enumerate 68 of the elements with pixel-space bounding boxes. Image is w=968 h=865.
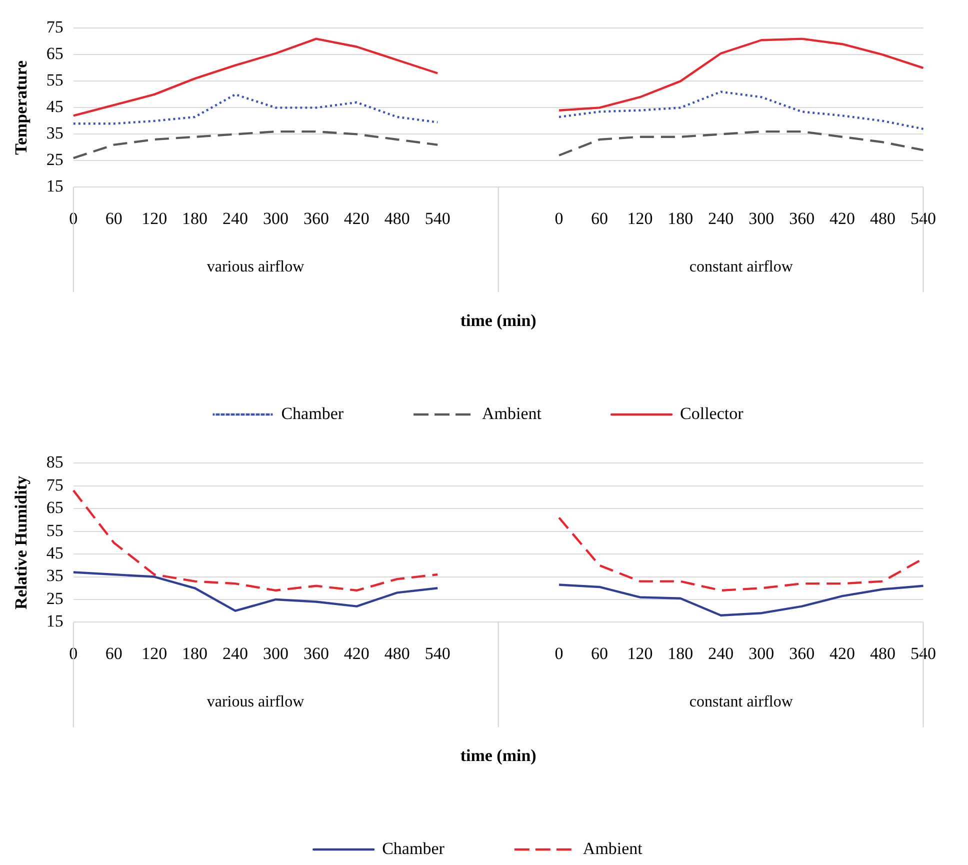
x-axis-title: time (min): [460, 311, 536, 330]
x-tick-label: 60: [105, 208, 122, 228]
legend-label: Ambient: [482, 404, 542, 423]
text: constant airflow: [689, 693, 794, 710]
legend-label: Ambient: [582, 838, 643, 858]
legend-label: Chamber: [281, 404, 344, 423]
x-tick-label: 300: [262, 208, 288, 228]
y-tick-label: 35: [46, 124, 64, 143]
y-tick-label: 55: [46, 70, 64, 90]
legend-label: Collector: [680, 404, 744, 423]
x-tick-label: 240: [222, 208, 248, 228]
y-tick-label: 65: [46, 498, 64, 518]
text: constant airflow: [689, 258, 794, 276]
x-tick-label: 180: [668, 644, 694, 663]
y-tick-label: 45: [46, 97, 64, 116]
x-tick-label: 480: [384, 208, 410, 228]
x-tick-label: 540: [424, 208, 450, 228]
x-tick-label: 240: [708, 208, 734, 228]
x-tick-label: 180: [668, 208, 694, 228]
x-tick-label: 120: [142, 208, 168, 228]
y-tick-label: 35: [46, 566, 64, 586]
y-tick-label: 25: [46, 588, 64, 608]
y-tick-label: 75: [46, 18, 64, 37]
y-tick-label: 15: [46, 612, 64, 631]
x-tick-label: 120: [627, 208, 653, 228]
y-tick-label: 75: [46, 475, 64, 494]
x-tick-label: 240: [708, 644, 734, 663]
text: various airflow: [206, 258, 305, 276]
y-tick-label: 55: [46, 520, 64, 540]
x-tick-label: 60: [591, 208, 608, 228]
x-tick-label: 360: [303, 208, 329, 228]
x-tick-label: 480: [870, 208, 896, 228]
x-tick-label: 0: [554, 644, 564, 663]
x-tick-label: 0: [554, 208, 564, 228]
x-tick-label: 480: [384, 644, 410, 663]
text: various airflow: [206, 693, 305, 710]
y-tick-label: 25: [46, 150, 64, 170]
x-tick-label: 0: [69, 644, 78, 663]
x-tick-label: 300: [748, 208, 774, 228]
x-tick-label: 360: [789, 644, 815, 663]
x-tick-label: 300: [262, 644, 288, 663]
x-axis-title: time (min): [460, 746, 536, 766]
x-tick-label: 180: [182, 208, 208, 228]
x-tick-label: 420: [830, 208, 856, 228]
x-tick-label: 240: [222, 644, 248, 663]
legend-label: Chamber: [382, 838, 445, 858]
x-tick-label: 360: [303, 644, 329, 663]
y-axis-title: Temperature: [12, 60, 31, 155]
x-tick-label: 420: [344, 208, 370, 228]
y-tick-label: 65: [46, 44, 64, 64]
y-tick-label: 45: [46, 544, 64, 563]
y-tick-label: 85: [46, 452, 64, 472]
x-tick-label: 420: [344, 644, 370, 663]
x-tick-label: 540: [910, 644, 936, 663]
x-tick-label: 0: [69, 208, 78, 228]
x-tick-label: 300: [748, 644, 774, 663]
x-tick-label: 540: [424, 644, 450, 663]
x-tick-label: 480: [870, 644, 896, 663]
x-tick-label: 180: [182, 644, 208, 663]
x-tick-label: 360: [789, 208, 815, 228]
x-tick-label: 60: [591, 644, 608, 663]
x-tick-label: 60: [105, 644, 122, 663]
y-axis-title: Relative Humidity: [12, 475, 31, 610]
x-tick-label: 120: [627, 644, 653, 663]
x-tick-label: 120: [142, 644, 168, 663]
y-tick-label: 15: [46, 176, 64, 196]
x-tick-label: 420: [830, 644, 856, 663]
x-tick-label: 540: [910, 208, 936, 228]
